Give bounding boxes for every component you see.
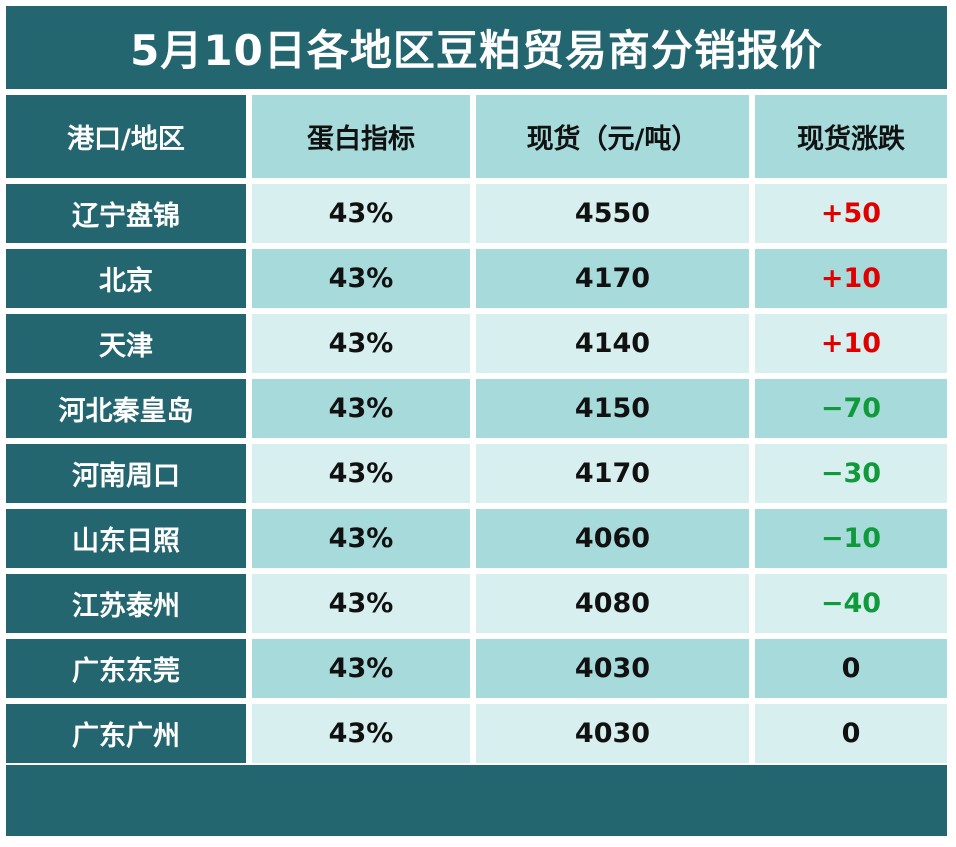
price-cell: 4060 [476,509,749,568]
protein-cell: 43% [252,444,470,503]
protein-cell: 43% [252,379,470,438]
protein-cell: 43% [252,704,470,763]
change-cell: −10 [755,509,947,568]
price-table-sheet: 5月10日各地区豆粕贸易商分销报价 港口/地区 蛋白指标 现货（元/吨） 现货涨… [6,6,947,838]
header-price: 现货（元/吨） [476,95,749,178]
price-cell: 4170 [476,444,749,503]
header-region: 港口/地区 [6,95,246,178]
footer-bar [6,765,947,836]
price-cell: 4080 [476,574,749,633]
region-cell: 江苏泰州 [6,574,246,633]
change-cell: +50 [755,184,947,243]
change-cell: −40 [755,574,947,633]
protein-cell: 43% [252,314,470,373]
price-table: 港口/地区 蛋白指标 现货（元/吨） 现货涨跌 辽宁盘锦 43% 4550 +50 北京… [6,95,947,763]
region-cell: 北京 [6,249,246,308]
region-cell: 广东东莞 [6,639,246,698]
price-cell: 4030 [476,639,749,698]
change-cell: 0 [755,639,947,698]
protein-cell: 43% [252,509,470,568]
protein-cell: 43% [252,249,470,308]
change-cell: +10 [755,314,947,373]
protein-cell: 43% [252,184,470,243]
price-cell: 4140 [476,314,749,373]
region-cell: 广东广州 [6,704,246,763]
header-change: 现货涨跌 [755,95,947,178]
protein-cell: 43% [252,574,470,633]
header-protein: 蛋白指标 [252,95,470,178]
region-cell: 天津 [6,314,246,373]
change-cell: −30 [755,444,947,503]
price-cell: 4170 [476,249,749,308]
region-cell: 河北秦皇岛 [6,379,246,438]
change-cell: +10 [755,249,947,308]
price-cell: 4550 [476,184,749,243]
price-cell: 4030 [476,704,749,763]
price-cell: 4150 [476,379,749,438]
region-cell: 辽宁盘锦 [6,184,246,243]
change-cell: 0 [755,704,947,763]
table-title: 5月10日各地区豆粕贸易商分销报价 [6,6,947,89]
change-cell: −70 [755,379,947,438]
region-cell: 河南周口 [6,444,246,503]
region-cell: 山东日照 [6,509,246,568]
protein-cell: 43% [252,639,470,698]
